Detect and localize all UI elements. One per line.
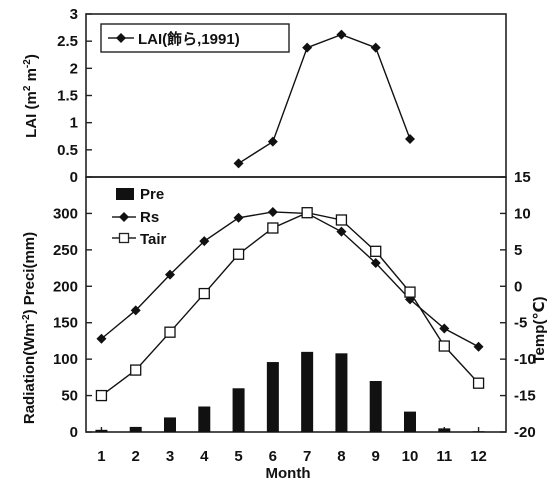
- pre-bar: [266, 362, 279, 432]
- legend-label-tair: Tair: [140, 231, 167, 248]
- top-y-axis-ticks: 0 0.5 1 1.5 2 2.5 3: [57, 6, 92, 186]
- tair-point: [198, 287, 210, 300]
- pre-bar: [232, 388, 245, 432]
- pre-bar: [404, 411, 416, 432]
- left-y-tick-label: 0: [70, 424, 78, 441]
- right-y-tick-label: 0: [514, 278, 522, 295]
- bar-swatch-icon: [116, 188, 134, 200]
- lai-point: [267, 136, 278, 147]
- right-y-tick-label: 10: [514, 205, 531, 222]
- tair-point: [335, 214, 348, 226]
- x-axis-label: Month: [266, 465, 311, 482]
- legend-label-rs: Rs: [140, 209, 159, 226]
- top-y-axis-label: LAI (m2 m-2): [22, 54, 40, 138]
- tair-point: [438, 340, 450, 352]
- tair-point: [472, 377, 485, 389]
- bottom-left-y-axis-ticks: 0 50 100 150 200 250 300: [53, 205, 92, 441]
- pre-bar: [369, 381, 382, 432]
- rs-point: [370, 257, 381, 268]
- pre-bar: [164, 417, 176, 432]
- rs-line: [100, 211, 479, 348]
- pre-bar: [472, 431, 485, 432]
- rs-point: [233, 212, 244, 223]
- filled-diamond-icon: [116, 33, 126, 43]
- tair-point: [232, 248, 245, 260]
- right-y-tick-label: -5: [514, 315, 527, 332]
- rs-point: [473, 341, 484, 352]
- bottom-legend: Pre Rs Tair: [112, 186, 167, 248]
- legend-label-pre: Pre: [140, 186, 164, 203]
- pre-bar: [438, 428, 451, 432]
- left-y-tick-label: 50: [61, 388, 78, 405]
- bottom-left-y-axis-label: Radiation(Wm-2) Preci(mm): [21, 232, 38, 424]
- left-y-tick-label: 150: [53, 315, 78, 332]
- lai-point: [233, 158, 244, 169]
- x-tick-label: 5: [234, 448, 242, 465]
- left-y-tick-label: 100: [53, 351, 78, 368]
- lai-line: [238, 33, 411, 165]
- top-y-tick-label: 0.5: [57, 142, 78, 159]
- x-tick-label: 9: [372, 448, 380, 465]
- x-tick-label: 7: [303, 448, 311, 465]
- pre-bar: [95, 429, 108, 432]
- top-y-tick-label: 1: [70, 115, 78, 132]
- pre-bar: [301, 351, 314, 432]
- bottom-plot-frame: [85, 176, 507, 433]
- top-y-tick-label: 2: [70, 60, 78, 77]
- tair-point: [95, 389, 108, 402]
- rs-point: [439, 323, 450, 334]
- rs-point: [165, 269, 175, 280]
- x-tick-label: 12: [470, 448, 487, 465]
- top-y-tick-label: 2.5: [57, 33, 78, 50]
- lai-point: [302, 42, 313, 53]
- x-tick-label: 6: [269, 448, 277, 465]
- rs-point: [267, 206, 278, 217]
- open-square-icon: [118, 232, 130, 244]
- precipitation-bars: [95, 351, 485, 432]
- tair-line: [101, 211, 480, 397]
- lai-point: [405, 133, 415, 144]
- pre-bar: [198, 406, 211, 432]
- tair-point: [267, 222, 279, 234]
- right-y-tick-label: -15: [514, 388, 536, 405]
- x-tick-label: 4: [200, 448, 209, 465]
- rs-point: [199, 236, 210, 247]
- tair-point: [404, 286, 416, 298]
- left-y-tick-label: 300: [53, 205, 78, 222]
- right-y-tick-label: 5: [514, 242, 522, 259]
- rs-point: [130, 305, 141, 316]
- right-y-tick-label: -10: [514, 351, 536, 368]
- tair-point: [370, 245, 382, 257]
- top-legend: LAI(飾ら,1991): [100, 23, 290, 53]
- lai-point: [370, 42, 381, 53]
- x-tick-label: 1: [97, 448, 105, 465]
- series-lines: [100, 33, 480, 397]
- left-y-tick-label: 200: [53, 278, 78, 295]
- right-y-tick-label: 15: [514, 169, 531, 186]
- x-tick-label: 8: [337, 448, 345, 465]
- bottom-right-y-axis-label: Temp(℃): [531, 296, 548, 363]
- lai-point: [336, 29, 347, 40]
- tair-point: [301, 207, 313, 219]
- filled-diamond-icon: [119, 212, 129, 222]
- x-tick-label: 11: [436, 448, 452, 465]
- x-tick-label: 3: [166, 448, 174, 465]
- pre-bar: [335, 353, 348, 432]
- pre-bar: [129, 426, 142, 432]
- tair-point: [130, 364, 142, 376]
- rs-point: [336, 226, 347, 237]
- series-markers: [95, 29, 485, 402]
- left-y-tick-label: 250: [53, 242, 78, 259]
- top-y-tick-label: 3: [70, 6, 78, 23]
- top-y-tick-label: 1.5: [57, 88, 78, 105]
- tair-point: [164, 326, 176, 338]
- top-legend-label-lai: LAI(飾ら,1991): [138, 30, 240, 48]
- right-y-tick-label: -20: [514, 424, 536, 441]
- top-y-tick-label: 0: [70, 169, 78, 186]
- rs-point: [96, 333, 107, 344]
- x-tick-label: 10: [402, 448, 419, 465]
- bottom-right-y-axis-ticks: -20 -15 -10 -5 0 5 10 15: [500, 169, 536, 441]
- x-tick-label: 2: [132, 448, 140, 465]
